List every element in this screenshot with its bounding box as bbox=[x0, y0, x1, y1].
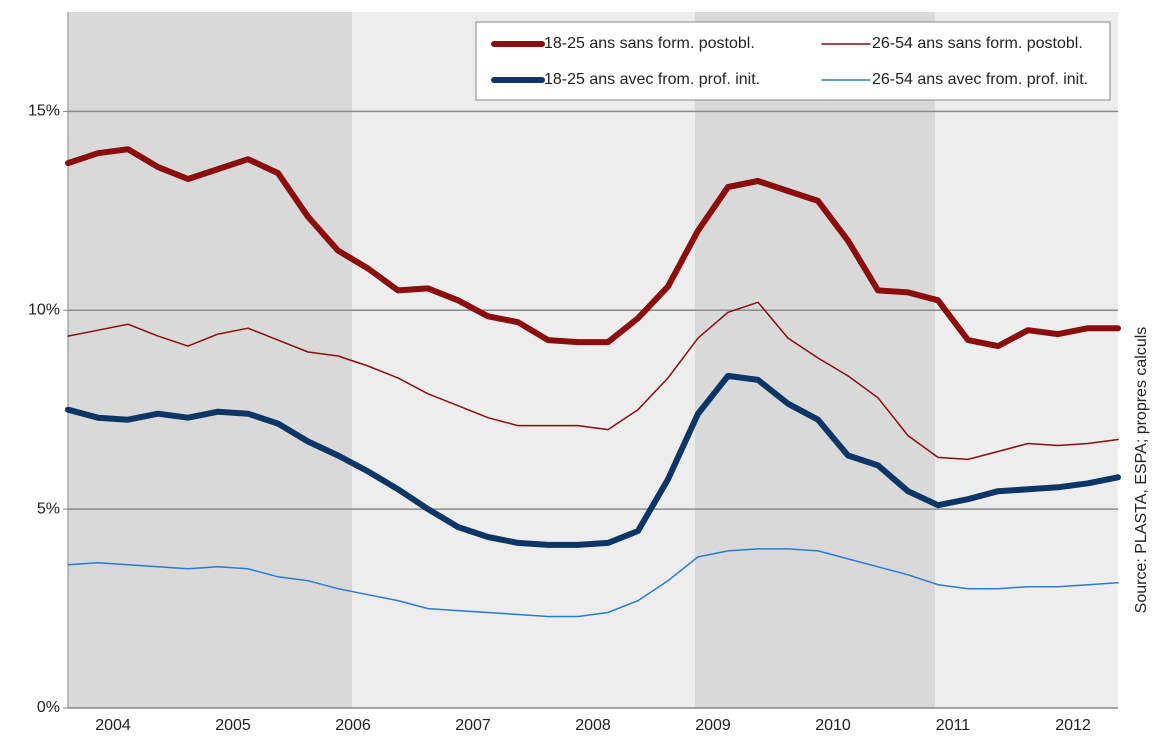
legend-label: 18-25 ans sans form. postobl. bbox=[544, 35, 755, 52]
legend: 18-25 ans sans form. postobl. 26-54 ans s… bbox=[475, 21, 1111, 101]
x-tick-label: 2008 bbox=[575, 717, 611, 734]
source-note: Source: PLASTA, ESPA; propres calculs bbox=[1133, 327, 1150, 614]
series-line bbox=[65, 146, 1121, 350]
x-tick-label: 2005 bbox=[215, 717, 251, 734]
y-tick-label: 5% bbox=[37, 500, 60, 517]
series-line bbox=[65, 372, 1121, 548]
y-tick-label: 15% bbox=[28, 103, 60, 120]
x-tick-label: 2004 bbox=[95, 717, 131, 734]
legend-label: 26-54 ans avec from. prof. init. bbox=[872, 71, 1088, 88]
legend-label: 26-54 ans sans form. postobl. bbox=[872, 35, 1083, 52]
shaded-period bbox=[695, 12, 935, 708]
x-tick-label: 2007 bbox=[455, 717, 491, 734]
legend-label: 18-25 ans avec from. prof. init. bbox=[544, 71, 760, 88]
legend-box bbox=[475, 21, 1111, 101]
series-line bbox=[67, 548, 1119, 618]
series-line bbox=[67, 301, 1119, 461]
shaded-period bbox=[68, 12, 352, 708]
x-tick-label: 2010 bbox=[815, 717, 851, 734]
x-tick-label: 2012 bbox=[1055, 717, 1091, 734]
x-tick-label: 2011 bbox=[936, 717, 971, 734]
x-tick-label: 2006 bbox=[335, 717, 371, 734]
y-tick-label: 0% bbox=[37, 699, 60, 716]
y-tick-label: 10% bbox=[28, 302, 60, 319]
x-tick-label: 2009 bbox=[695, 717, 731, 734]
